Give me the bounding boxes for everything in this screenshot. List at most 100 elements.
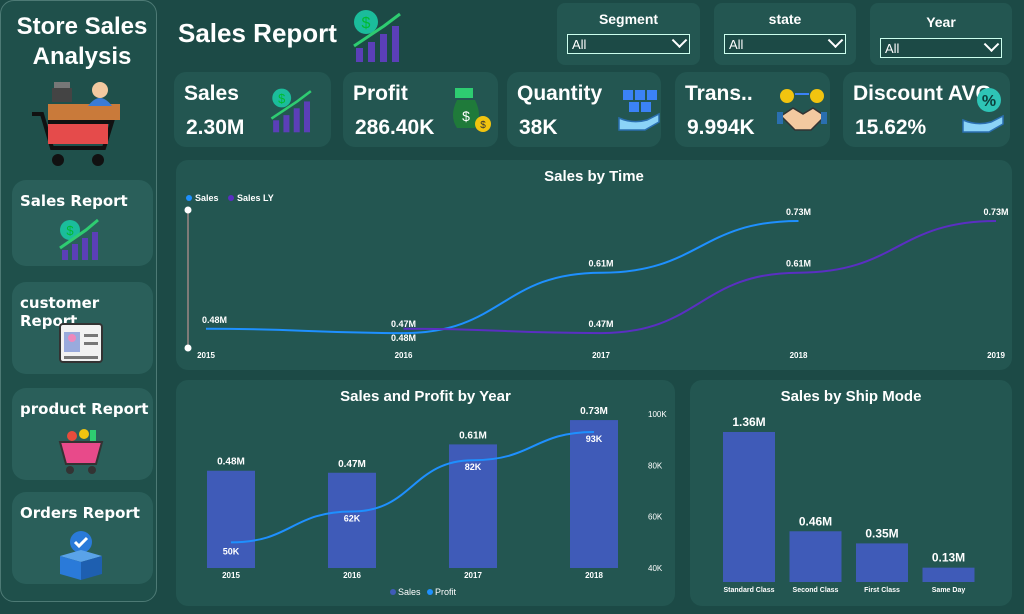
box-check-icon	[60, 531, 102, 580]
data-label: 0.47M	[391, 319, 416, 329]
x-tick-label: Second Class	[793, 587, 839, 594]
sales-by-time-plot: Sales Sales LY 2015 2016 2017 2018 2019 0.48M 0.…	[184, 193, 1009, 360]
dropdown-value: All	[885, 41, 900, 56]
nav-sales-report[interactable]: Sales Report $	[12, 180, 153, 266]
svg-text:$: $	[278, 91, 285, 106]
chart-title: Sales by Time	[544, 168, 644, 185]
sales-profit-plot: 100K 80K 60K 40K 0.48M 2015 0.47M 2016 0.61M 2017…	[207, 406, 667, 597]
data-label: 0.73M	[983, 207, 1008, 217]
legend-dot	[186, 195, 192, 201]
nav-product-report[interactable]: product Report	[12, 388, 153, 480]
sales-growth-header-icon: $	[353, 10, 401, 62]
segment-dropdown[interactable]: All	[567, 32, 690, 54]
dropdown-value: All	[572, 37, 587, 52]
bar-value-label: 0.47M	[338, 459, 366, 470]
y2-tick-label: 80K	[648, 461, 663, 470]
year-dropdown[interactable]: All	[880, 36, 1002, 58]
brand-line-2: Analysis	[32, 43, 132, 70]
kpi-label: Discount AVG	[853, 82, 992, 105]
x-tick-label: 2017	[592, 351, 610, 360]
bar-sales	[328, 472, 376, 568]
x-tick-label: 2019	[987, 351, 1005, 360]
filter-label: Segment	[598, 11, 659, 27]
x-tick-label: 2015	[222, 571, 240, 580]
bar-ship-mode	[922, 567, 975, 582]
sales-by-ship-mode-chart: Sales by Ship Mode 1.36M Standard Class 0.…	[690, 380, 1012, 606]
kpi-discount-avg: Discount AVG 15.62% %	[843, 72, 1010, 147]
nav-customer-report[interactable]: customer Report	[12, 282, 153, 374]
growth-chart-icon: $	[59, 218, 99, 260]
bar-value-label: 0.13M	[932, 551, 965, 565]
bar-ship-mode	[723, 432, 775, 582]
legend-dot	[228, 195, 234, 201]
series-line-sales-ly	[403, 219, 997, 335]
x-tick-label: 2016	[395, 351, 413, 360]
data-label: 0.61M	[588, 259, 613, 269]
y2-tick-label: 100K	[648, 410, 667, 419]
legend-label: Profit	[435, 587, 457, 597]
legend-label: Sales	[398, 587, 421, 597]
brand-title: Store Sales Analysis	[8, 12, 156, 72]
bar-sales	[449, 444, 497, 568]
x-tick-label: 2015	[197, 351, 215, 360]
x-tick-label: 2017	[464, 571, 482, 580]
nav-orders-report[interactable]: Orders Report	[12, 492, 153, 584]
bar-sales	[570, 420, 618, 568]
chevron-down-icon	[671, 32, 688, 49]
page-title: Sales Report	[178, 18, 337, 48]
ship-mode-plot: 1.36M Standard Class 0.46M Second Class 0.35…	[723, 415, 975, 594]
legend-dot	[390, 589, 396, 595]
kpi-value: 15.62%	[855, 116, 927, 139]
kpi-value: 2.30M	[186, 116, 245, 139]
chevron-down-icon	[983, 36, 1000, 53]
chart-title: Sales by Ship Mode	[780, 388, 922, 405]
brand-line-1: Store Sales	[16, 13, 148, 40]
legend-label: Sales LY	[237, 193, 274, 203]
money-bag-icon: $ $	[453, 88, 491, 132]
chart-title: Sales and Profit by Year	[340, 388, 511, 405]
bar-value-label: 1.36M	[732, 415, 765, 429]
profit-line	[230, 430, 595, 544]
zoom-slider-handle	[184, 344, 192, 352]
dropdown-value: All	[729, 37, 744, 52]
y2-tick-label: 60K	[648, 513, 663, 522]
kpi-label: Profit	[353, 82, 408, 105]
svg-text:%: %	[982, 93, 996, 110]
chevron-down-icon	[827, 32, 844, 49]
nav-label: Sales Report	[20, 192, 128, 210]
svg-text:$: $	[66, 223, 74, 238]
data-label: 0.48M	[391, 333, 416, 343]
x-tick-label: First Class	[864, 587, 900, 594]
bar-value-label: 0.35M	[865, 526, 898, 540]
filter-label: state	[768, 11, 802, 27]
bar-ship-mode	[789, 531, 842, 582]
bar-value-label: 0.46M	[799, 514, 832, 528]
data-label: 0.47M	[588, 319, 613, 329]
zoom-slider-handle	[184, 206, 192, 214]
shopping-basket-icon	[58, 429, 104, 474]
profit-value-label: 62K	[344, 514, 361, 524]
state-dropdown[interactable]: All	[724, 32, 846, 54]
kpi-label: Sales	[184, 82, 239, 105]
kpi-label: Quantity	[517, 82, 603, 105]
x-tick-label: 2016	[343, 571, 361, 580]
filter-label: Year	[926, 14, 956, 30]
profit-value-label: 82K	[465, 462, 482, 472]
sales-growth-icon: $	[270, 88, 312, 133]
bar-ship-mode	[856, 543, 908, 582]
data-label: 0.48M	[202, 315, 227, 325]
svg-text:$: $	[480, 120, 486, 131]
profit-value-label: 50K	[223, 546, 240, 556]
segment-filter: Segment All	[557, 3, 700, 65]
kpi-transactions: Trans.. 9.994K	[675, 72, 830, 147]
x-tick-label: Same Day	[932, 587, 966, 594]
sidebar: Store Sales Analysis Sales Report $ cust…	[0, 0, 157, 602]
kpi-profit: Profit 286.40K $ $	[343, 72, 498, 147]
kpi-value: 38K	[519, 116, 558, 139]
bar-value-label: 0.48M	[217, 457, 245, 468]
year-filter: Year All	[870, 3, 1012, 65]
svg-text:$: $	[362, 15, 371, 32]
sales-profit-by-year-chart: Sales and Profit by Year 100K 80K 60K 40K 0.…	[176, 380, 675, 606]
x-tick-label: 2018	[790, 351, 808, 360]
legend-dot	[427, 589, 433, 595]
